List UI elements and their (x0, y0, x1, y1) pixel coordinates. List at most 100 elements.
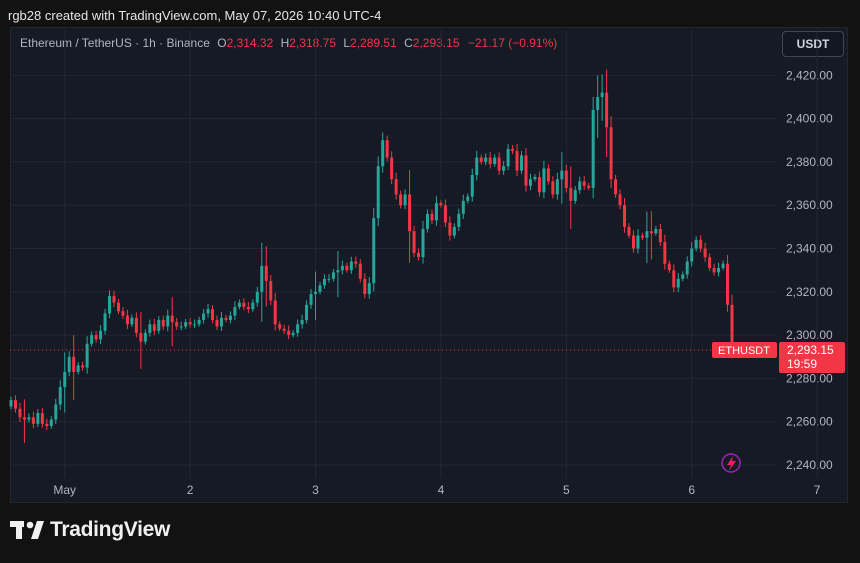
candle-body (658, 229, 662, 243)
candle-body (197, 319, 201, 325)
candle-body (640, 235, 644, 238)
candle-body (170, 315, 174, 323)
last-price-value: 2,293.15 (787, 343, 834, 357)
candle-body (694, 239, 698, 249)
symbol-price-tag (712, 341, 777, 358)
x-tick-label: 7 (814, 483, 821, 497)
candle-body (278, 324, 282, 329)
candle-body (358, 263, 362, 279)
y-tick-label: 2,240.00 (786, 458, 833, 472)
candle-body (166, 315, 170, 327)
candle-body (18, 408, 22, 418)
candle-body (623, 205, 627, 227)
candle-body (121, 311, 125, 316)
candle-body (506, 148, 510, 167)
bar-countdown: 19:59 (787, 357, 817, 371)
candle-body (349, 261, 353, 271)
x-tick-label: 3 (312, 483, 319, 497)
open-label: O (217, 36, 227, 50)
candle-body (681, 274, 685, 279)
symbol-tag-label: ETHUSDT (718, 345, 770, 357)
symbol-description[interactable]: Ethereum / TetherUS · 1h · Binance (20, 36, 210, 50)
candle-body (408, 194, 412, 232)
candle-body (58, 387, 62, 405)
candle-body (184, 322, 188, 327)
currency-unit-button[interactable]: USDT (782, 31, 844, 57)
candle-body (345, 265, 349, 271)
candle-body (291, 332, 295, 336)
candle-body (614, 179, 618, 195)
candle-body (672, 270, 676, 288)
candle-body (211, 309, 215, 320)
chart-credit: rgb28 created with TradingView.com, May … (8, 8, 382, 23)
candle-body (228, 315, 232, 320)
candle-body (300, 319, 304, 325)
candle-body (260, 265, 264, 292)
lightning-bolt-icon (727, 456, 736, 471)
candle-body (81, 365, 85, 368)
lightning-icon[interactable] (721, 453, 741, 473)
candle-body (434, 203, 438, 221)
candle-body (99, 330, 103, 340)
y-tick-label: 2,260.00 (786, 415, 833, 429)
candle-body (85, 343, 89, 368)
candle-body (591, 109, 595, 188)
candle-body (605, 92, 609, 128)
candle-body (484, 157, 488, 162)
candle-body (13, 400, 17, 409)
chart-legend: Ethereum / TetherUS · 1h · Binance O2,31… (20, 36, 557, 50)
candle-body (573, 190, 577, 201)
candle-body (708, 257, 712, 268)
candle-body (282, 328, 286, 331)
candle-body (542, 168, 546, 193)
candle-body (636, 235, 640, 249)
candle-body (564, 170, 568, 188)
candle-body (45, 423, 49, 427)
candle-body (246, 306, 250, 310)
candle-body (390, 157, 394, 180)
candle-body (569, 187, 573, 201)
candle-body (479, 157, 483, 162)
candle-body (703, 248, 707, 258)
candle-body (645, 231, 649, 238)
candle-body (125, 315, 129, 325)
last-price-tag (779, 341, 845, 373)
candle-body (116, 302, 120, 312)
candle-body (309, 293, 313, 305)
candle-body (94, 335, 98, 340)
close-label: C (404, 36, 413, 50)
open-value: 2,314.32 (226, 36, 274, 50)
candle-body (721, 263, 725, 268)
close-value: 2,293.15 (412, 36, 460, 50)
candle-body (430, 213, 434, 221)
y-tick-label: 2,400.00 (786, 112, 833, 126)
candle-body (403, 194, 407, 206)
candle-body (448, 222, 452, 236)
candle-body (649, 231, 653, 234)
x-tick-label: 4 (438, 483, 445, 497)
candle-body (520, 155, 524, 171)
candle-body (587, 185, 591, 188)
candle-body (296, 324, 300, 333)
tradingview-logo-icon (10, 521, 44, 539)
candle-body (255, 291, 259, 303)
candle-body (143, 332, 147, 342)
y-tick-label: 2,340.00 (786, 242, 833, 256)
tradingview-logo: TradingView (10, 518, 170, 542)
candle-body (322, 278, 326, 286)
candle-body (314, 291, 318, 294)
candle-body (376, 166, 380, 219)
candle-body (193, 324, 197, 326)
candle-body (251, 302, 255, 310)
candle-body (161, 319, 165, 327)
candle-body (72, 356, 76, 372)
candle-body (49, 419, 53, 427)
candle-body (533, 177, 537, 180)
candle-body (287, 330, 291, 336)
candle-body (139, 332, 143, 342)
candle-body (22, 417, 26, 420)
candle-body (67, 356, 71, 372)
candle-body (381, 140, 385, 167)
candle-body (269, 280, 273, 301)
